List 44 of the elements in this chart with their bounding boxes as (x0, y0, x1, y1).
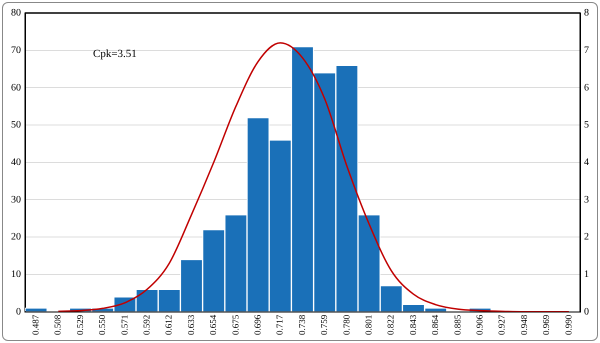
y-tick-label: 50 (11, 120, 21, 131)
x-tick-label: 0.864 (430, 314, 440, 335)
x-tick-label: 0.571 (119, 314, 130, 335)
y-tick-label: 60 (11, 82, 21, 94)
x-tick-label: 0.801 (363, 314, 374, 335)
x-tick-label: 0.529 (74, 314, 85, 335)
x-tick-label: 0.990 (563, 314, 574, 335)
y-tick-label: 80 (11, 8, 21, 19)
y2-tick-label: 1 (584, 269, 589, 280)
x-tick-label: 0.759 (319, 314, 330, 335)
x-tick-label: 0.696 (252, 314, 262, 335)
x-tick-label: 0.969 (541, 314, 552, 335)
y-tick-label: 40 (11, 157, 21, 168)
x-tick-label: 0.654 (208, 314, 218, 335)
y-tick-label: 20 (11, 232, 21, 243)
y2-tick-label: 7 (584, 44, 589, 56)
x-tick-label: 0.633 (186, 314, 196, 335)
y-tick-label: 0 (16, 306, 21, 318)
x-tick-label: 0.885 (452, 314, 462, 335)
y2-tick-label: 4 (584, 157, 589, 168)
x-tick-label: 0.843 (408, 314, 418, 335)
x-tick-label: 0.738 (296, 314, 307, 335)
x-tick-label: 0.927 (496, 314, 507, 335)
y2-tick-label: 2 (584, 232, 589, 243)
x-tick-label: 0.612 (164, 314, 174, 335)
x-tick-label: 0.822 (386, 314, 396, 335)
x-tick-label: 0.508 (52, 314, 63, 335)
x-tick-label: 0.717 (274, 314, 285, 335)
y2-tick-label: 8 (584, 8, 589, 19)
y-tick-label: 10 (11, 269, 21, 280)
annotation: Cpk=3.51 (93, 48, 137, 60)
x-tick-label: 0.948 (518, 314, 529, 335)
y-tick-label: 30 (11, 194, 21, 206)
x-tick-label: 0.592 (141, 314, 152, 335)
y2-tick-label: 3 (584, 194, 589, 206)
x-tick-label: 0.487 (30, 314, 40, 335)
y2-tick-label: 0 (584, 306, 589, 318)
x-tick-label: 0.780 (341, 314, 352, 335)
y2-tick-label: 6 (584, 82, 589, 94)
x-tick-label: 0.906 (474, 314, 484, 335)
y-tick-label: 70 (11, 44, 21, 56)
x-tick-label: 0.550 (97, 314, 108, 335)
y2-tick-label: 5 (584, 120, 589, 131)
x-tick-label: 0.675 (230, 314, 240, 335)
